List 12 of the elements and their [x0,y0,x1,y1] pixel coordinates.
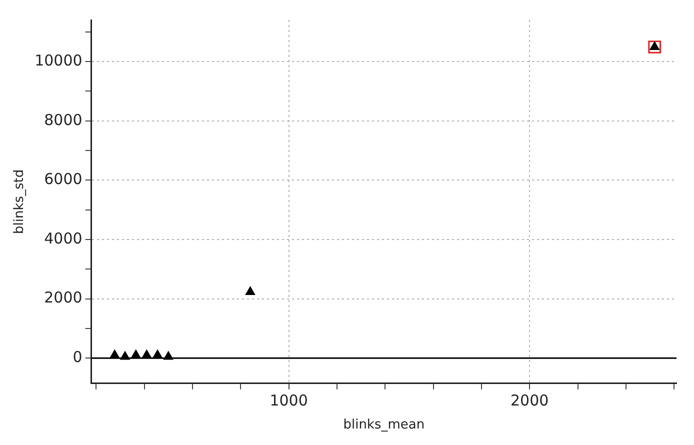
x-tick-label: 1000 [270,391,308,410]
y-tick-label: 10000 [34,51,82,70]
point [648,40,661,54]
y-tick-label: 6000 [44,170,82,188]
y-tick-label: 8000 [44,110,82,129]
y-tick-label: 2000 [44,288,82,307]
y-tick-label: 4000 [44,229,82,248]
y-axis-title: blinks_std [12,169,28,234]
point [245,286,256,296]
point [650,41,660,50]
y-tick-label: 0 [72,348,82,366]
x-axis-title: blinks_mean [343,418,425,433]
